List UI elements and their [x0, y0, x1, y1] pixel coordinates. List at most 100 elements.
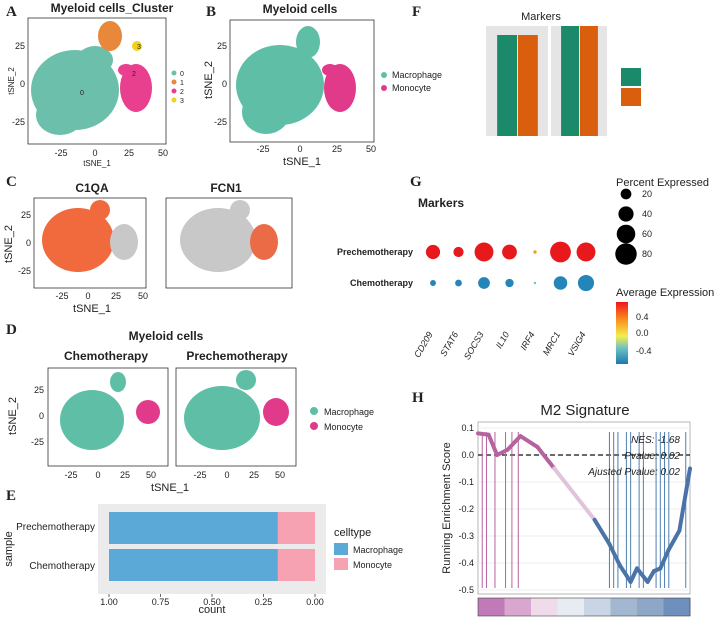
panel-g-dot — [502, 244, 517, 260]
panel-g-size-legend-dot — [615, 243, 637, 265]
panel-d-subtitle-left: Chemotherapy — [64, 349, 148, 363]
panel-h-curve-segment — [628, 566, 639, 584]
panel-letter-a: A — [6, 4, 17, 20]
panel-h-ytick: 0.0 — [461, 450, 474, 460]
panel-g-dot — [533, 281, 537, 285]
panel-g-dot — [576, 242, 596, 262]
panel-g-gene-label: SOCS3 — [462, 330, 486, 361]
panel-a-xtick: 0 — [92, 148, 97, 158]
panel-b-ylabel: tSNE_2 — [203, 61, 215, 99]
panel-g-size-legend-label: 40 — [642, 209, 652, 219]
panel-h-curve-segment — [607, 542, 623, 568]
panel-e-bar — [277, 549, 315, 581]
panel-c-xtick: 0 — [85, 291, 90, 301]
panel-g-group-label: Chemotherapy — [350, 278, 413, 288]
panel-a-cluster-label: 2 — [132, 71, 136, 78]
panel-h-curve-segment — [486, 432, 500, 457]
panel-e-legend-title: celltype — [334, 527, 371, 539]
panel-g-color-legend-title: Average Expression — [616, 287, 714, 299]
panel-d-xtick: 25 — [120, 470, 130, 480]
panel-g-color-bar — [616, 302, 628, 364]
panel-c: C1QA FCN1 -25 0 25 50 25 0 -25 tSNE_1 tS… — [3, 181, 293, 315]
panel-f-bar — [518, 35, 538, 136]
panel-h-rank-bar-segment — [637, 598, 664, 616]
panel-c-points-left — [42, 200, 138, 272]
panel-g-size-legend-label: 60 — [642, 229, 652, 239]
panel-g-size-legend-label: 80 — [642, 249, 652, 259]
panel-e: 1.00 0.75 0.50 0.25 0.00 Prechemotherapy Che… — [3, 504, 403, 616]
panel-c-frame-left — [33, 197, 147, 289]
panel-g-group-label: Prechemotherapy — [337, 247, 413, 257]
panel-d-frame-left — [47, 367, 169, 467]
panel-b-ytick: 25 — [217, 41, 227, 51]
panel-e-category-label: Prechemotherapy — [16, 522, 95, 533]
panel-e-bar — [109, 549, 278, 581]
panel-c-ylabel: tSNE_2 — [3, 225, 15, 263]
panel-d-ytick: 25 — [34, 385, 44, 395]
panel-h-rank-bar-segment — [557, 598, 585, 616]
panel-c-ytick: -25 — [18, 266, 31, 276]
panel-g-gene-label: STAT6 — [438, 330, 460, 358]
panel-d-legend-key — [310, 407, 318, 415]
panel-h-curve-segment — [552, 466, 576, 495]
panel-e-bar — [109, 512, 278, 544]
panel-d-xtick: 25 — [249, 470, 259, 480]
panel-c-gene-right: FCN1 — [210, 181, 242, 195]
panel-d-legend-label: Macrophage — [324, 407, 374, 417]
panel-g-dot — [474, 242, 494, 262]
panel-d-ytick: 0 — [39, 411, 44, 421]
panel-f-bar — [580, 26, 598, 136]
panel-a-xtick: 50 — [158, 148, 168, 158]
panel-b-legend-key — [381, 72, 387, 78]
panel-g-dot — [550, 241, 571, 263]
panel-h-ylabel: Running Enrichment Score — [441, 442, 453, 573]
panel-h-rank-bar-segment — [610, 598, 638, 616]
panel-d-xlabel: tSNE_1 — [151, 482, 189, 494]
panel-letter-g: G — [410, 174, 422, 190]
panel-letter-f: F — [412, 4, 421, 20]
panel-h-curve-segment — [535, 444, 557, 471]
panel-d-points-left — [60, 372, 160, 450]
panel-g: Markers CD209 STAT6 SOCS3 IL10 IRF4 MRC1 VSIG4… — [337, 177, 714, 364]
panel-h-rank-bar-segment — [504, 598, 532, 616]
panel-c-xtick: 50 — [138, 291, 148, 301]
panel-f-bar — [561, 26, 579, 136]
panel-a-ytick: -25 — [12, 117, 25, 127]
panel-h-frame — [477, 421, 691, 595]
panel-b-legend: Macrophage Monocyte — [381, 70, 442, 93]
panel-e-category-label: Chemotherapy — [29, 561, 95, 572]
panel-d-xtick: 0 — [95, 470, 100, 480]
panel-e-xlabel: count — [199, 604, 226, 616]
panel-g-gene-label: MRC1 — [541, 330, 562, 357]
panel-d-points-right — [184, 370, 289, 450]
panel-g-dot — [478, 277, 490, 289]
panel-a-legend-label: 0 — [180, 71, 184, 78]
panel-d-frame-right — [175, 367, 297, 467]
panel-a-legend-key — [171, 70, 177, 76]
panel-h-title: M2 Signature — [540, 402, 629, 419]
panel-d-xtick: -25 — [64, 470, 77, 480]
panel-f-bar — [497, 35, 517, 136]
panel-g-size-legend-dot — [616, 224, 636, 244]
panel-e-ylabel: sample — [3, 531, 15, 566]
panel-h-rank-bar-frame — [477, 597, 691, 617]
panel-letter-h: H — [412, 390, 424, 406]
panel-h-rank-bar-segment — [584, 598, 611, 616]
panel-e-xtick: 1.00 — [100, 597, 118, 607]
panel-g-gene-label: VSIG4 — [566, 330, 588, 358]
panel-d-xtick: 0 — [224, 470, 229, 480]
panel-b-xtick: 25 — [332, 144, 342, 154]
panel-c-gene-left: C1QA — [75, 181, 109, 195]
panel-d-ytick: -25 — [31, 437, 44, 447]
panel-b-xtick: 50 — [366, 144, 376, 154]
panel-h-ytick: -0.3 — [458, 531, 474, 541]
panel-letter-b: B — [206, 4, 216, 20]
panel-letter-d: D — [6, 322, 17, 338]
panel-d-legend-label: Monocyte — [324, 422, 363, 432]
panel-d-xtick: -25 — [193, 470, 206, 480]
panel-e-xtick: 0.00 — [306, 597, 324, 607]
panel-a-frame — [27, 17, 167, 145]
panel-e-xtick: 0.50 — [203, 597, 221, 607]
panel-d: Myeloid cells Chemotherapy Prechemothera… — [7, 329, 374, 494]
